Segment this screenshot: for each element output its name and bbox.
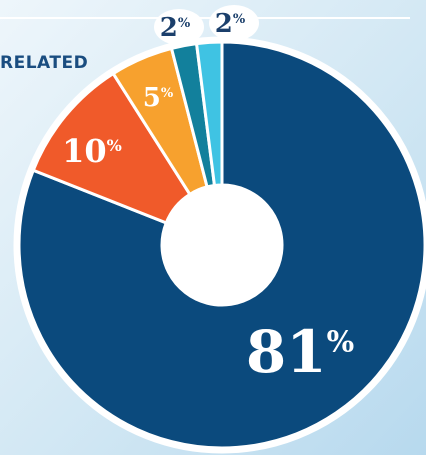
annotation: RELATED <box>0 53 88 73</box>
chart: RELATED 81%10%5%2%2% <box>0 0 426 455</box>
hole <box>162 185 282 305</box>
